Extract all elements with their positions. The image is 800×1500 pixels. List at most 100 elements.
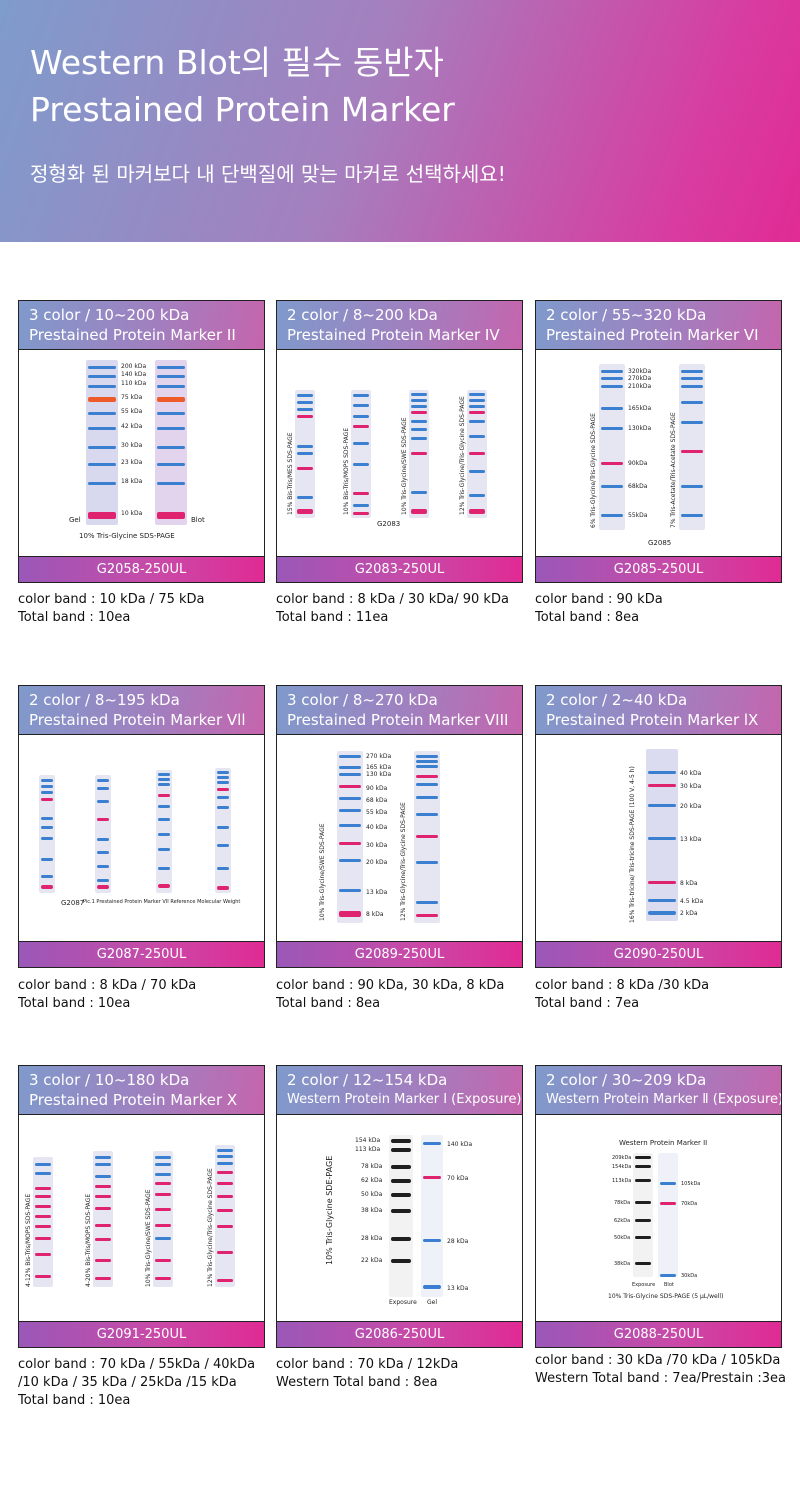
protein-band bbox=[416, 755, 438, 758]
figure-caption: 10% Tris-Glycine SDS-PAGE (5 μL/well) bbox=[608, 1293, 724, 1300]
product-code: G2087-250UL bbox=[19, 941, 264, 967]
protein-band bbox=[155, 1173, 171, 1176]
hero-title-line2: Prestained Protein Marker bbox=[30, 90, 455, 129]
product-info: color band : 8 kDa /30 kDa Total band : … bbox=[535, 977, 709, 1013]
card-range: 2 color / 8~195 kDa bbox=[29, 691, 180, 709]
color-band-text: color band : 90 kDa bbox=[535, 592, 663, 607]
protein-band bbox=[423, 1239, 441, 1242]
ladder-label: 270 kDa bbox=[366, 753, 392, 760]
protein-band bbox=[601, 462, 623, 465]
product-card-marker-ii[interactable]: 3 color / 10~200 kDa Prestained Protein … bbox=[18, 300, 265, 583]
product-info: color band : 30 kDa /70 kDa / 105kDa Wes… bbox=[535, 1352, 786, 1388]
total-band-text: Total band : 10ea bbox=[18, 610, 131, 625]
ladder-label: 30kDa bbox=[681, 1273, 698, 1279]
protein-band bbox=[158, 794, 170, 797]
protein-band bbox=[88, 512, 116, 519]
gel-lane bbox=[39, 775, 55, 893]
protein-band bbox=[635, 1179, 651, 1182]
ladder-label: 38kDa bbox=[614, 1261, 631, 1267]
protein-band bbox=[217, 1155, 233, 1158]
gel-lane bbox=[215, 1145, 235, 1287]
protein-band bbox=[217, 806, 229, 809]
card-range: 2 color / 2~40 kDa bbox=[546, 691, 688, 709]
product-card-western-marker-ii[interactable]: 2 color / 30~209 kDa Western Protein Mar… bbox=[535, 1065, 782, 1348]
total-band-text: Total band : 8ea bbox=[535, 610, 640, 625]
protein-band bbox=[411, 405, 427, 408]
card-header: 3 color / 10~180 kDa Prestained Protein … bbox=[19, 1066, 264, 1115]
protein-band bbox=[391, 1237, 411, 1241]
protein-band bbox=[416, 783, 438, 786]
protein-band bbox=[353, 504, 369, 507]
protein-band bbox=[353, 404, 369, 407]
ladder-label: 90 kDa bbox=[366, 785, 388, 792]
product-card-marker-ix[interactable]: 2 color / 2~40 kDa Prestained Protein Ma… bbox=[535, 685, 782, 968]
product-code: G2091-250UL bbox=[19, 1321, 264, 1347]
gel-lane bbox=[215, 768, 231, 893]
lane-caption: 10% Tris-Glycine/SWE SDS-PAGE bbox=[401, 417, 408, 515]
card-header: 2 color / 8~195 kDa Prestained Protein M… bbox=[19, 686, 264, 735]
gel-figure: G2087 Pic.1 Prestained Protein Marker VI… bbox=[19, 735, 264, 942]
lane-caption: 10% Tris-Glycine SDE-PAGE bbox=[325, 1155, 334, 1265]
protein-band bbox=[635, 1165, 651, 1168]
exposure-label: Exposure bbox=[389, 1299, 417, 1306]
protein-band bbox=[158, 867, 170, 870]
lane-caption: 12% Tris-Glycine/Tris-Glycine SDS-PAGE bbox=[207, 1168, 214, 1287]
product-card-marker-x[interactable]: 3 color / 10~180 kDa Prestained Protein … bbox=[18, 1065, 265, 1348]
ladder-label: 40 kDa bbox=[680, 770, 702, 777]
protein-band bbox=[158, 884, 170, 888]
protein-band bbox=[97, 885, 109, 889]
figure-caption: 10% Tris-Glycine SDS-PAGE bbox=[79, 532, 175, 540]
color-band-text: color band : 10 kDa / 75 kDa bbox=[18, 592, 205, 607]
protein-band bbox=[411, 428, 427, 431]
protein-band bbox=[681, 370, 703, 373]
lane-caption: 16% Tris-tricine/ Tris-tricine SDS-PAGE … bbox=[629, 766, 636, 923]
card-header: 2 color / 12~154 kDa Western Protein Mar… bbox=[277, 1066, 522, 1115]
protein-band bbox=[97, 818, 109, 821]
protein-band bbox=[353, 512, 369, 515]
product-code: G2090-250UL bbox=[536, 941, 781, 967]
product-code: G2086-250UL bbox=[277, 1321, 522, 1347]
protein-band bbox=[217, 844, 229, 847]
ladder-label: 18 kDa bbox=[121, 478, 143, 485]
gel-lane bbox=[679, 364, 705, 530]
ladder-label: 40 kDa bbox=[366, 824, 388, 831]
protein-band bbox=[416, 835, 438, 838]
lane-caption: 12% Tris-Glycine/Tris-Glycine SDS-PAGE bbox=[459, 396, 466, 515]
product-card-marker-iv[interactable]: 2 color / 8~200 kDa Prestained Protein M… bbox=[276, 300, 523, 583]
protein-band bbox=[416, 901, 438, 904]
protein-band bbox=[217, 776, 229, 779]
protein-band bbox=[635, 1262, 651, 1265]
figure-title: Western Protein Marker II bbox=[619, 1139, 708, 1147]
protein-band bbox=[339, 859, 361, 862]
protein-band bbox=[88, 427, 116, 430]
protein-band bbox=[339, 755, 361, 758]
ladder-label: 28 kDa bbox=[447, 1238, 469, 1245]
ladder-label: 23 kDa bbox=[121, 459, 143, 466]
gel-figure: 154 kDa 113 kDa 78 kDa 62 kDa 50 kDa 38 … bbox=[277, 1115, 522, 1322]
ladder-label: 200 kDa bbox=[121, 363, 147, 370]
lane-caption: 10% Bis-Tris/MOPS SDS-PAGE bbox=[343, 427, 350, 515]
protein-band bbox=[157, 446, 185, 449]
lane-caption: 10% Tris-Glycine/SWE SDS-PAGE bbox=[145, 1189, 152, 1287]
ladder-label: 154 kDa bbox=[355, 1137, 381, 1144]
card-header: 2 color / 2~40 kDa Prestained Protein Ma… bbox=[536, 686, 781, 735]
protein-band bbox=[158, 805, 170, 808]
protein-band bbox=[601, 485, 623, 488]
protein-band bbox=[217, 1149, 233, 1152]
gel-lane bbox=[351, 390, 371, 518]
card-product-name: Prestained Protein Marker IV bbox=[287, 326, 500, 344]
protein-band bbox=[339, 773, 361, 776]
protein-band bbox=[95, 1175, 111, 1178]
product-card-marker-vi[interactable]: 2 color / 55~320 kDa Prestained Protein … bbox=[535, 300, 782, 583]
gel-lane bbox=[93, 1151, 113, 1287]
product-card-western-marker-i[interactable]: 2 color / 12~154 kDa Western Protein Mar… bbox=[276, 1065, 523, 1348]
gel-lane bbox=[295, 390, 315, 518]
hero-banner: Western Blot의 필수 동반자 Prestained Protein … bbox=[0, 0, 800, 242]
ladder-label: 55 kDa bbox=[366, 809, 388, 816]
ladder-label: 50kDa bbox=[614, 1235, 631, 1241]
product-card-marker-viii[interactable]: 3 color / 8~270 kDa Prestained Protein M… bbox=[276, 685, 523, 968]
product-card-marker-vii[interactable]: 2 color / 8~195 kDa Prestained Protein M… bbox=[18, 685, 265, 968]
ladder-label: 10 kDa bbox=[121, 510, 143, 517]
color-band-text: color band : 8 kDa / 70 kDa bbox=[18, 978, 197, 993]
protein-band bbox=[297, 509, 313, 514]
